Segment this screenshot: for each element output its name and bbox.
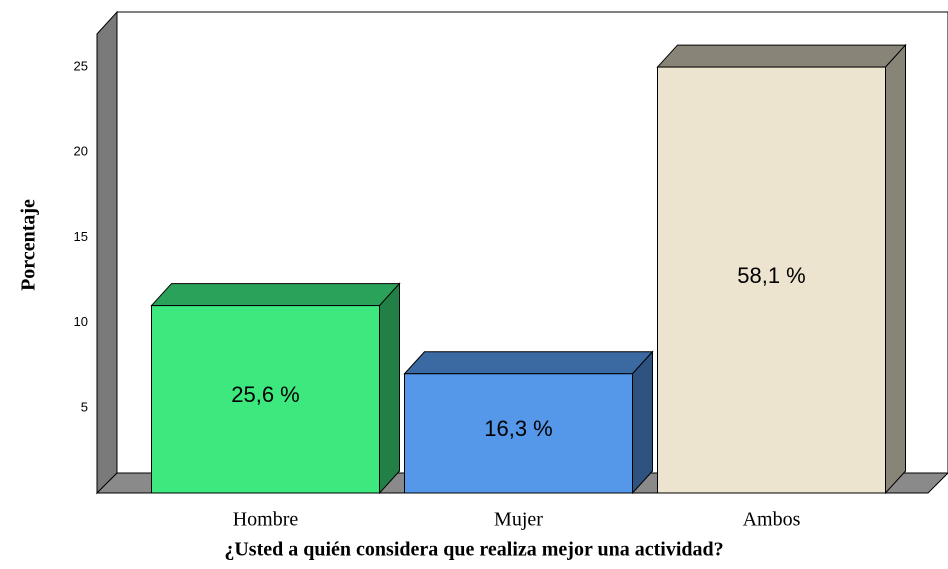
- x-tick-label: Hombre: [233, 509, 299, 531]
- y-tick-label: 15: [74, 229, 88, 244]
- y-tick-label: 20: [74, 144, 88, 159]
- bar-text: 16,3 %: [484, 416, 553, 441]
- x-tick-label: Ambos: [743, 509, 801, 531]
- bar: [404, 373, 633, 494]
- bar-text: 58,1 %: [737, 263, 806, 288]
- x-tick-label: Mujer: [494, 509, 543, 531]
- bar-side: [632, 350, 653, 495]
- bar-text: 25,6 %: [231, 382, 300, 407]
- y-tick-label: 5: [81, 399, 88, 414]
- bar-top: [656, 44, 907, 68]
- x-axis-title: ¿Usted a quién considera que realiza mej…: [224, 539, 723, 561]
- side-wall: [96, 10, 118, 495]
- bar-top: [403, 351, 654, 375]
- bar-side: [885, 43, 906, 495]
- y-axis-title: Porcentaje: [18, 199, 40, 291]
- bar: [151, 305, 380, 494]
- bar-top: [150, 283, 401, 307]
- y-tick-label: 25: [74, 59, 88, 74]
- bar: [657, 66, 886, 494]
- bar-side: [379, 282, 400, 495]
- y-tick-label: 10: [74, 314, 88, 329]
